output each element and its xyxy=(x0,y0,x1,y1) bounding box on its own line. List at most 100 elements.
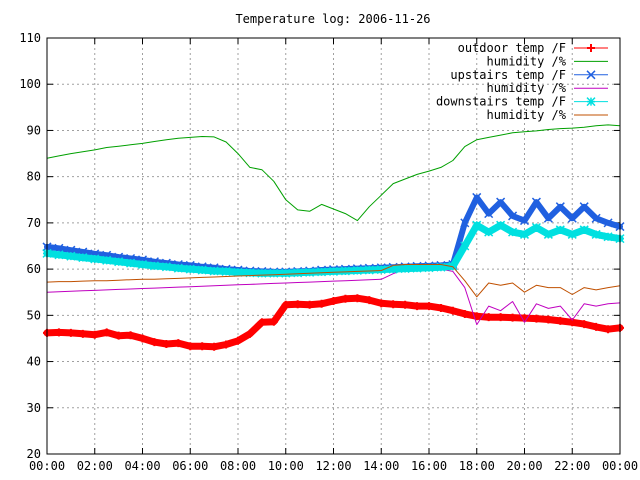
data-point xyxy=(543,229,553,239)
plot-frame xyxy=(46,37,621,455)
x-tick-label: 18:00 xyxy=(459,459,495,473)
data-point xyxy=(365,296,374,305)
y-tick-label: 110 xyxy=(19,31,41,45)
series-5 xyxy=(46,264,621,298)
series-line xyxy=(46,124,621,222)
data-point xyxy=(257,268,267,278)
data-point xyxy=(210,342,219,351)
series-line xyxy=(46,264,621,298)
legend-label: downstairs temp /F xyxy=(436,95,566,109)
data-point xyxy=(604,325,613,334)
series-line xyxy=(46,268,621,326)
data-point xyxy=(587,44,595,52)
data-point xyxy=(66,328,75,337)
chart-title: Temperature log: 2006-11-26 xyxy=(235,12,430,26)
y-tick-label: 100 xyxy=(19,77,41,91)
data-point xyxy=(233,267,243,277)
series-0 xyxy=(43,294,624,351)
data-point xyxy=(555,225,565,235)
data-point xyxy=(591,229,601,239)
data-point xyxy=(150,338,159,347)
data-point xyxy=(161,262,171,272)
data-point xyxy=(245,329,254,338)
data-point xyxy=(90,330,99,339)
legend-label: outdoor temp /F xyxy=(458,41,566,55)
data-point xyxy=(424,263,434,273)
y-tick-label: 70 xyxy=(27,216,41,230)
data-point xyxy=(269,268,279,278)
data-point xyxy=(484,227,494,237)
data-point xyxy=(162,339,171,348)
data-point xyxy=(114,257,124,267)
y-tick-label: 90 xyxy=(27,123,41,137)
data-point xyxy=(508,211,518,221)
data-point xyxy=(496,220,506,230)
data-point xyxy=(54,250,64,260)
data-point xyxy=(353,294,362,303)
data-point xyxy=(401,300,410,309)
data-point xyxy=(376,265,386,275)
x-tick-label: 16:00 xyxy=(411,459,447,473)
legend-label: humidity /% xyxy=(487,54,567,68)
data-point xyxy=(567,213,577,223)
data-point xyxy=(222,340,231,349)
data-point xyxy=(234,336,242,345)
data-point xyxy=(328,266,339,276)
data-point xyxy=(197,265,207,275)
data-point xyxy=(209,266,219,276)
data-point xyxy=(102,328,111,337)
data-point xyxy=(496,197,506,207)
data-point xyxy=(484,209,494,219)
data-point xyxy=(352,265,362,276)
data-point xyxy=(281,300,290,309)
data-point xyxy=(341,294,350,303)
data-point xyxy=(317,267,327,277)
data-point xyxy=(340,266,350,276)
x-tick-label: 02:00 xyxy=(77,459,113,473)
data-point xyxy=(460,241,470,251)
data-point xyxy=(126,258,136,268)
x-tick-label: 04:00 xyxy=(124,459,160,473)
data-point xyxy=(460,309,469,318)
data-point xyxy=(377,299,386,308)
data-point xyxy=(90,254,100,264)
data-point xyxy=(281,268,291,278)
data-point xyxy=(592,322,601,331)
data-point xyxy=(66,251,76,261)
data-point xyxy=(543,213,553,223)
data-point xyxy=(293,268,303,278)
data-point xyxy=(186,342,195,351)
series-3 xyxy=(46,268,621,326)
y-tick-label: 60 xyxy=(27,262,41,276)
data-point xyxy=(173,263,183,273)
data-point xyxy=(586,70,596,80)
data-point xyxy=(198,342,207,351)
data-point xyxy=(126,331,135,340)
y-tick-label: 40 xyxy=(27,355,41,369)
data-point xyxy=(102,255,112,265)
x-tick-label: 20:00 xyxy=(506,459,542,473)
x-tick-label: 00:00 xyxy=(29,459,65,473)
data-point xyxy=(484,313,493,322)
data-point xyxy=(603,232,613,242)
data-point xyxy=(269,317,278,326)
data-point xyxy=(472,192,482,202)
data-point xyxy=(555,202,565,212)
data-point xyxy=(388,264,398,274)
y-tick-label: 30 xyxy=(27,401,41,415)
data-point xyxy=(591,213,601,223)
data-point xyxy=(586,97,596,107)
data-point xyxy=(305,267,315,277)
data-point xyxy=(556,316,565,325)
data-point xyxy=(412,263,422,273)
grid-lines xyxy=(47,38,620,454)
data-point xyxy=(293,300,302,309)
legend-label: humidity /% xyxy=(487,81,567,95)
data-point xyxy=(114,331,123,340)
legend-label: humidity /% xyxy=(487,108,567,122)
data-point xyxy=(400,264,410,274)
x-tick-label: 12:00 xyxy=(315,459,351,473)
data-point xyxy=(531,197,541,207)
data-point xyxy=(508,227,518,237)
